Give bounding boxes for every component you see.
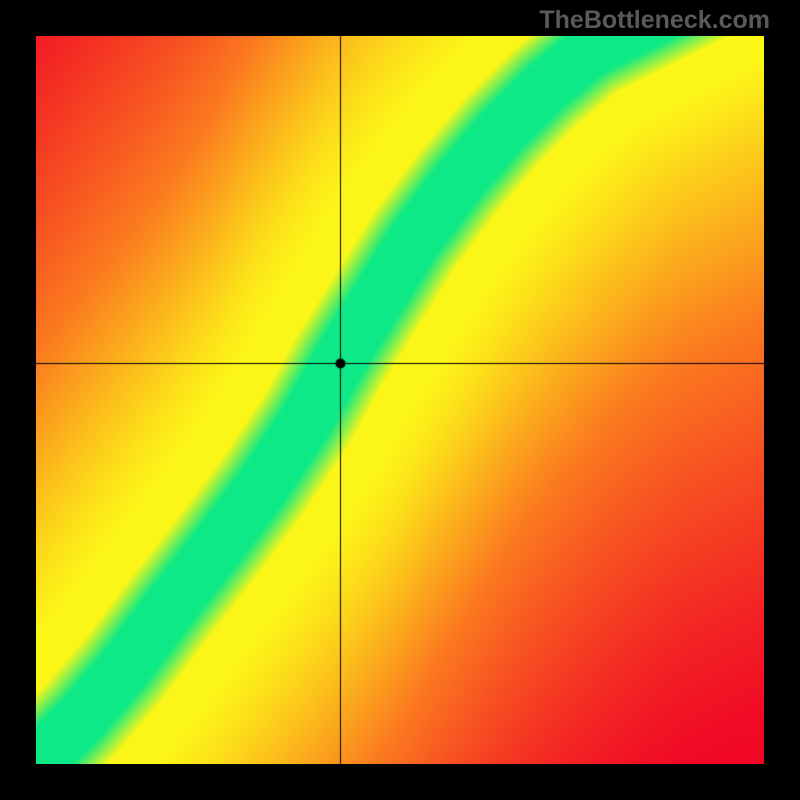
bottleneck-heatmap (36, 36, 764, 764)
watermark-text: TheBottleneck.com (539, 6, 770, 35)
chart-container: TheBottleneck.com (0, 0, 800, 800)
